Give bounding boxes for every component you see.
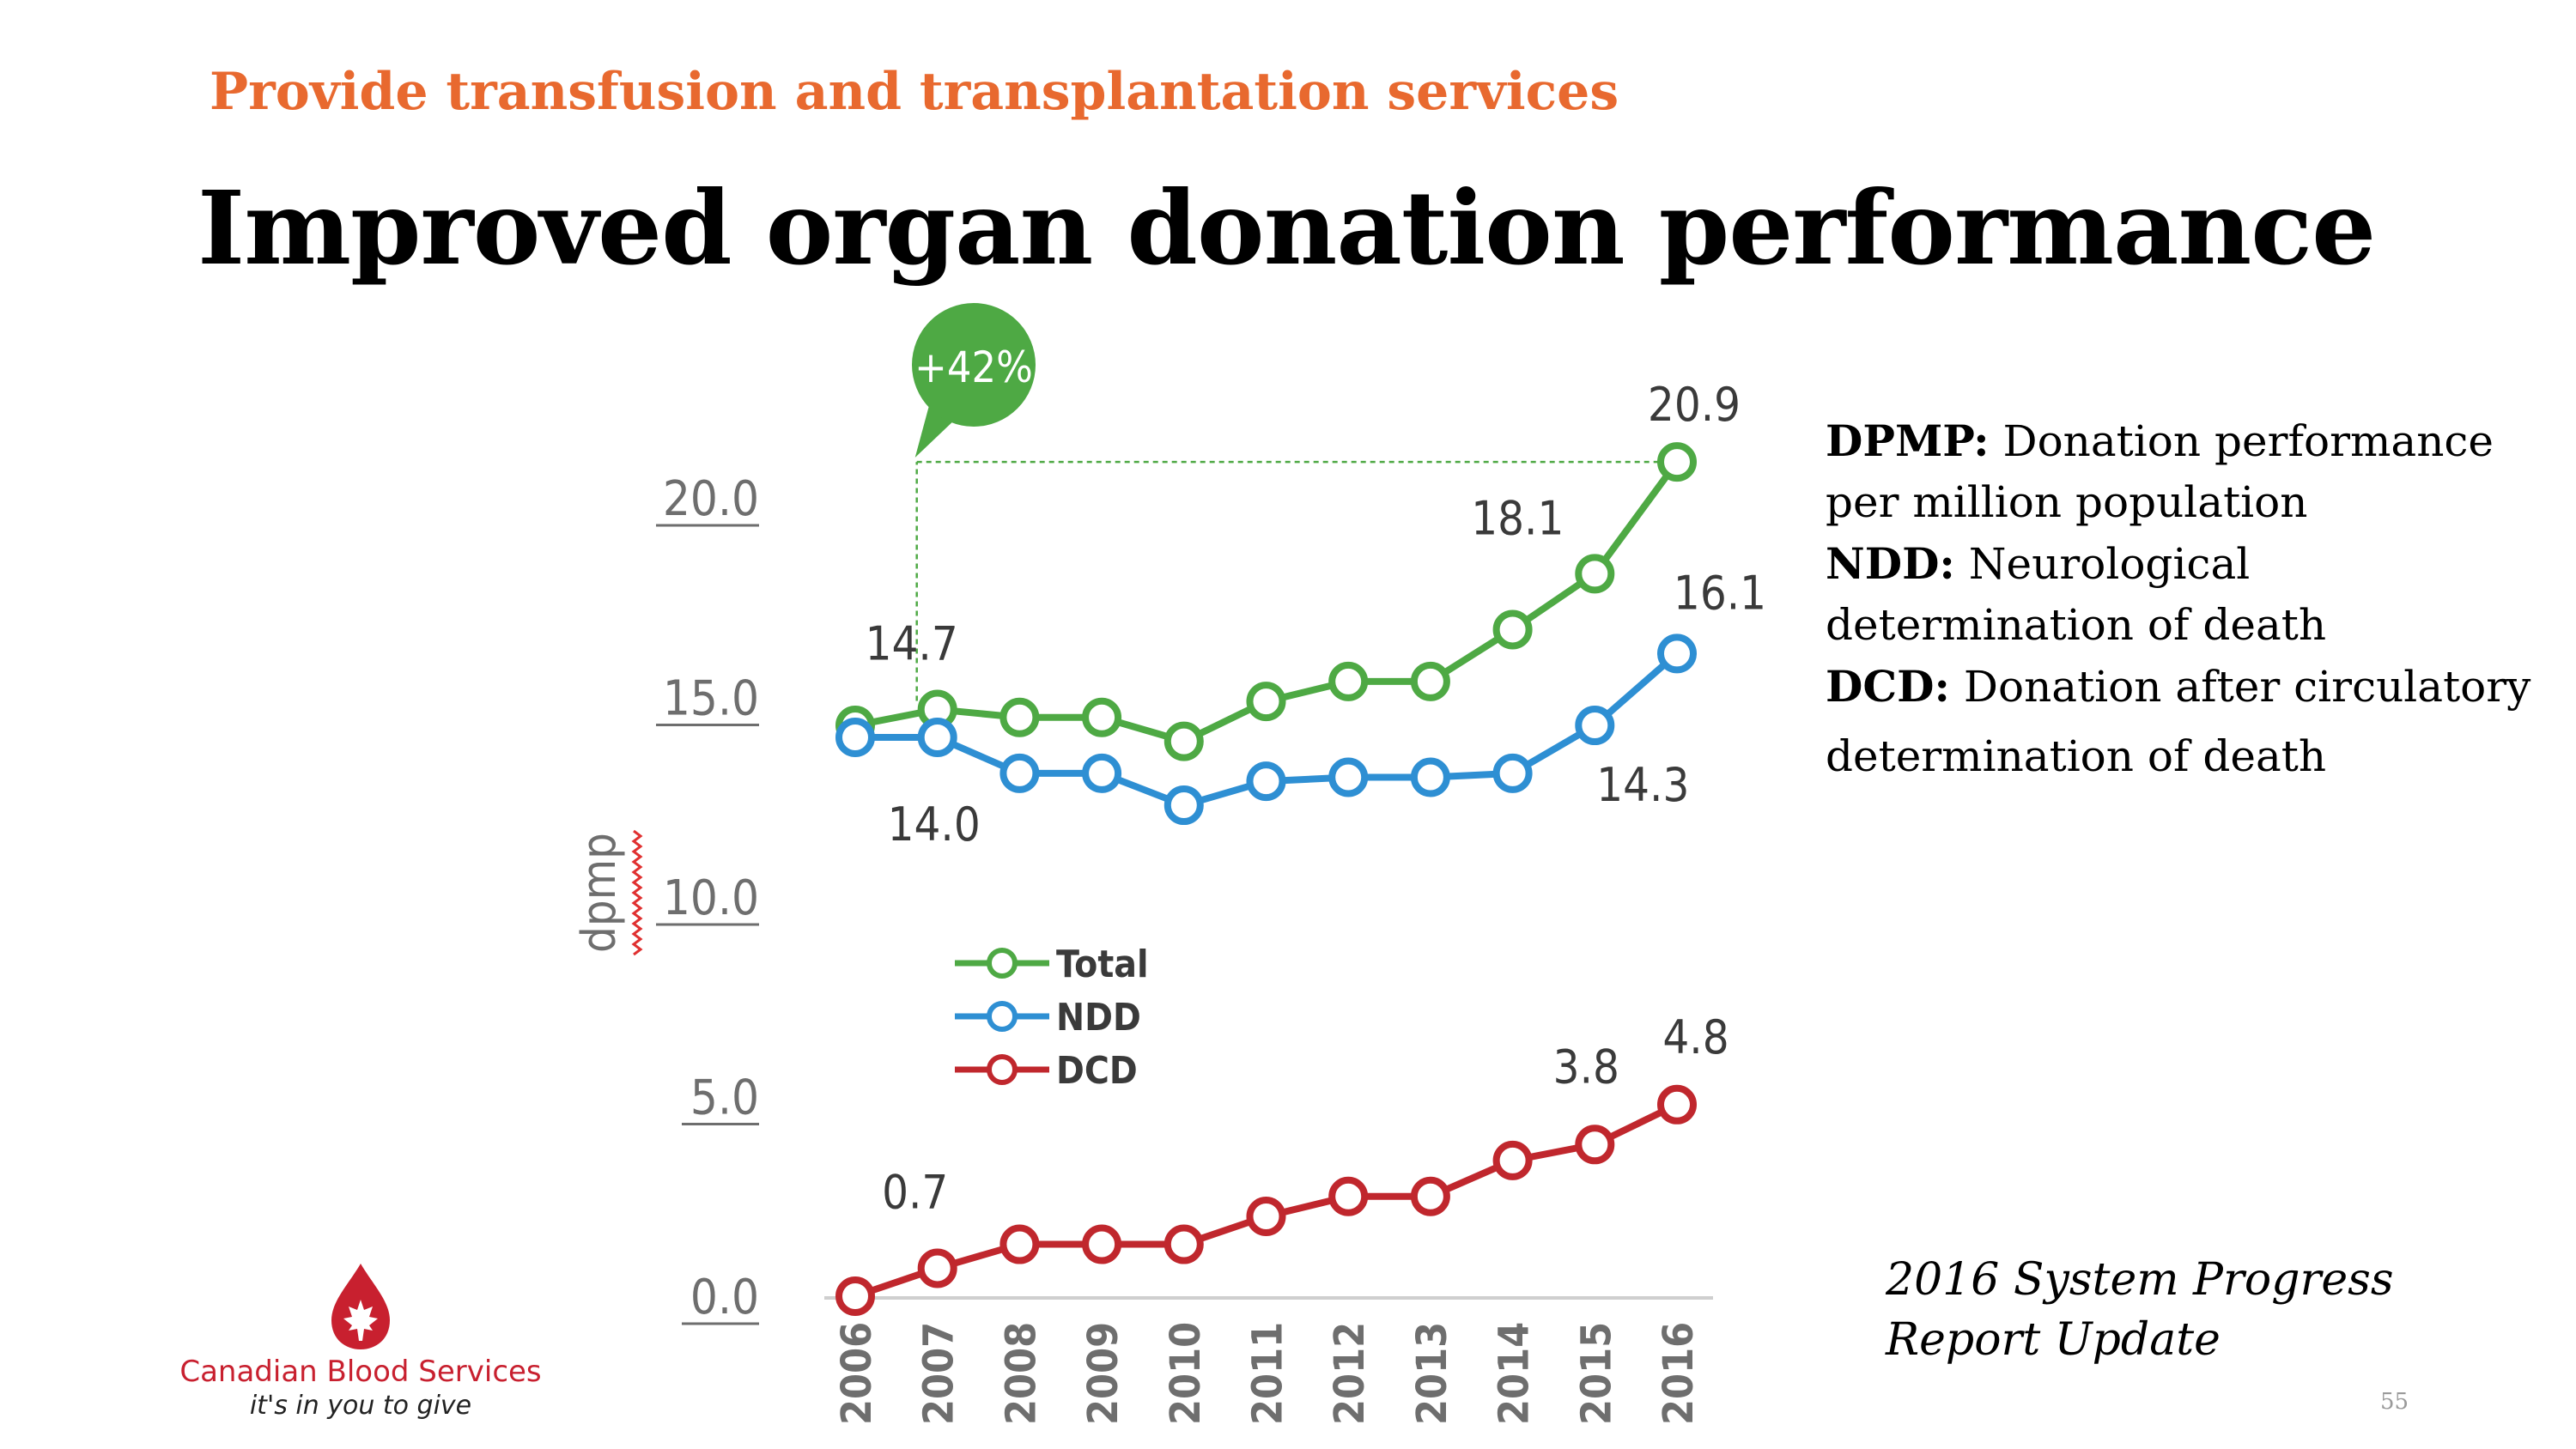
data-label: 20.9	[1648, 378, 1741, 432]
data-point-dcd	[835, 1276, 875, 1316]
data-point-dcd	[1246, 1197, 1286, 1236]
definitions-panel: DPMP: Donation performance per million p…	[1826, 410, 2564, 787]
x-tick-label: 2008	[997, 1322, 1045, 1425]
canadian-blood-services-logo: Canadian Blood Services it's in you to g…	[172, 1262, 550, 1434]
data-point-total	[1328, 661, 1369, 701]
data-point-total	[1575, 554, 1615, 594]
data-label: 14.0	[888, 797, 981, 852]
x-tick-label: 2015	[1572, 1322, 1620, 1425]
data-point-total	[1657, 442, 1697, 482]
data-point-total	[1246, 682, 1286, 722]
data-point-ndd	[1246, 761, 1286, 802]
data-label: 18.1	[1471, 491, 1564, 545]
legend-label: Total	[1056, 943, 1149, 986]
x-tick-label: 2012	[1326, 1322, 1374, 1425]
data-point-ndd	[1575, 706, 1615, 746]
y-tick-label: 0.0	[690, 1270, 759, 1325]
definition-line-6: determination of death	[1826, 731, 2327, 781]
y-axis-label-underline	[631, 829, 643, 956]
slide-subtitle: Provide transfusion and transplantation …	[210, 62, 1619, 122]
blood-drop-maple-leaf-icon	[331, 1264, 390, 1349]
legend-label: NDD	[1056, 996, 1141, 1040]
legend-marker	[987, 1054, 1018, 1085]
data-point-total	[1163, 721, 1204, 761]
legend-label: DCD	[1056, 1049, 1138, 1093]
data-label: 16.1	[1674, 566, 1766, 620]
data-point-total	[1492, 609, 1533, 650]
x-tick-label: 2016	[1655, 1322, 1703, 1425]
y-tick-label: 15.0	[663, 671, 759, 727]
legend-marker	[987, 1001, 1018, 1032]
data-point-dcd	[1082, 1224, 1122, 1264]
data-point-dcd	[917, 1248, 957, 1288]
data-point-dcd	[1328, 1176, 1369, 1216]
growth-bubble	[912, 303, 1036, 427]
definition-line-2: per million population	[1826, 477, 2308, 527]
x-tick-label: 2011	[1244, 1322, 1292, 1425]
logo-tagline: it's in you to give	[249, 1391, 472, 1421]
data-point-dcd	[1410, 1176, 1450, 1216]
data-point-ndd	[917, 718, 957, 757]
y-axis-label: dpmp	[572, 833, 626, 953]
x-tick-label: 2007	[915, 1322, 963, 1425]
data-point-dcd	[1575, 1125, 1615, 1165]
definition-line-5: DCD: Donation after circulatory	[1826, 661, 2531, 712]
definition-line-3: NDD: Neurological	[1826, 538, 2251, 589]
x-tick-label: 2006	[833, 1322, 881, 1425]
x-tick-label: 2013	[1408, 1322, 1456, 1425]
data-point-total	[999, 697, 1040, 737]
data-point-ndd	[1492, 753, 1533, 793]
growth-annotation-label: +42%	[914, 343, 1033, 392]
data-point-ndd	[1082, 753, 1122, 793]
y-tick-label: 10.0	[663, 870, 759, 926]
data-label: 14.7	[866, 616, 958, 670]
data-point-dcd	[999, 1224, 1040, 1264]
slide-title: Improved organ donation performance	[197, 168, 2376, 288]
x-tick-label: 2010	[1162, 1322, 1210, 1425]
data-point-ndd	[1657, 634, 1697, 674]
x-tick-label: 2009	[1079, 1322, 1127, 1425]
data-point-total	[1410, 661, 1450, 701]
data-label: 14.3	[1596, 758, 1689, 812]
page-number: 55	[2380, 1389, 2409, 1415]
data-label: 4.8	[1662, 1010, 1728, 1064]
data-label: 3.8	[1553, 1040, 1619, 1094]
data-point-ndd	[835, 718, 875, 757]
data-point-ndd	[1163, 785, 1204, 826]
y-tick-label: 20.0	[663, 471, 759, 527]
definition-line-4: determination of death	[1826, 600, 2327, 650]
data-point-dcd	[1492, 1140, 1533, 1180]
data-point-total	[1082, 697, 1122, 737]
y-tick-label: 5.0	[690, 1070, 759, 1126]
source-note: 2016 System Progress Report Update	[1886, 1254, 2394, 1366]
logo-name: Canadian Blood Services	[179, 1355, 542, 1389]
data-point-dcd	[1163, 1224, 1204, 1264]
data-point-ndd	[1410, 757, 1450, 797]
definition-line-1: DPMP: Donation performance	[1826, 415, 2494, 466]
data-label: 0.7	[882, 1165, 948, 1219]
legend-marker	[987, 948, 1018, 979]
data-point-dcd	[1657, 1084, 1697, 1125]
x-tick-label: 2014	[1491, 1322, 1539, 1425]
data-point-ndd	[999, 753, 1040, 793]
data-point-ndd	[1328, 757, 1369, 797]
